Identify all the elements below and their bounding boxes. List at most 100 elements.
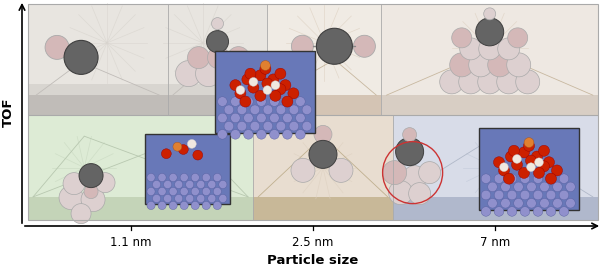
Circle shape	[245, 68, 256, 79]
Circle shape	[507, 207, 517, 216]
Circle shape	[314, 125, 332, 143]
Circle shape	[282, 113, 292, 123]
Circle shape	[553, 182, 562, 192]
Circle shape	[566, 182, 576, 192]
Circle shape	[403, 128, 417, 142]
Circle shape	[211, 18, 223, 30]
Circle shape	[164, 180, 172, 188]
Circle shape	[418, 162, 441, 184]
Circle shape	[213, 187, 222, 196]
Circle shape	[507, 28, 528, 48]
Circle shape	[152, 180, 161, 188]
Circle shape	[240, 96, 251, 107]
Circle shape	[224, 121, 234, 131]
Circle shape	[512, 159, 523, 170]
Circle shape	[208, 180, 216, 188]
Circle shape	[213, 173, 222, 182]
Circle shape	[494, 207, 504, 216]
Circle shape	[164, 194, 172, 202]
Circle shape	[566, 199, 576, 208]
Circle shape	[282, 96, 293, 107]
Circle shape	[535, 158, 544, 167]
Circle shape	[296, 130, 305, 139]
Circle shape	[248, 82, 259, 93]
Circle shape	[533, 167, 544, 178]
Circle shape	[383, 161, 406, 185]
Bar	[253, 115, 393, 220]
Circle shape	[268, 74, 279, 85]
Bar	[28, 4, 267, 84]
Circle shape	[188, 47, 209, 69]
Circle shape	[513, 155, 521, 163]
Circle shape	[270, 90, 281, 101]
Circle shape	[169, 173, 177, 182]
Circle shape	[452, 28, 472, 48]
Circle shape	[270, 113, 279, 123]
Circle shape	[479, 38, 501, 60]
Circle shape	[64, 40, 98, 74]
Circle shape	[540, 139, 566, 165]
Circle shape	[501, 182, 510, 192]
Circle shape	[236, 86, 245, 95]
Circle shape	[59, 186, 83, 210]
Circle shape	[175, 180, 183, 188]
Circle shape	[546, 129, 560, 143]
Circle shape	[403, 166, 427, 190]
Circle shape	[481, 190, 491, 200]
Circle shape	[527, 199, 536, 208]
Circle shape	[270, 130, 279, 139]
Circle shape	[291, 35, 314, 57]
Circle shape	[494, 174, 504, 183]
Bar	[28, 197, 253, 220]
Circle shape	[237, 105, 247, 115]
Circle shape	[507, 190, 517, 200]
Circle shape	[518, 147, 530, 158]
Text: 1.1 nm: 1.1 nm	[110, 236, 151, 249]
Circle shape	[514, 182, 523, 192]
Bar	[28, 95, 267, 115]
Bar	[393, 197, 598, 220]
Circle shape	[559, 174, 569, 183]
Circle shape	[551, 165, 562, 176]
Circle shape	[509, 145, 520, 156]
Circle shape	[526, 155, 536, 166]
Circle shape	[520, 190, 530, 200]
Circle shape	[202, 187, 210, 196]
Circle shape	[261, 60, 270, 70]
Bar	[479, 128, 579, 210]
Circle shape	[289, 105, 299, 115]
Circle shape	[63, 173, 85, 195]
Bar	[28, 4, 598, 220]
Circle shape	[533, 174, 543, 183]
Circle shape	[250, 105, 259, 115]
Circle shape	[208, 194, 216, 202]
Circle shape	[202, 173, 210, 182]
Bar	[28, 4, 267, 115]
Circle shape	[213, 201, 222, 210]
Circle shape	[276, 121, 286, 131]
Circle shape	[180, 187, 188, 196]
Circle shape	[483, 8, 495, 20]
Circle shape	[539, 182, 549, 192]
Circle shape	[175, 194, 183, 202]
Circle shape	[546, 174, 556, 183]
Circle shape	[507, 53, 531, 77]
Circle shape	[231, 113, 240, 123]
Circle shape	[481, 174, 491, 183]
Circle shape	[158, 173, 166, 182]
Circle shape	[302, 105, 312, 115]
Circle shape	[546, 207, 556, 216]
Circle shape	[79, 164, 103, 188]
Bar	[393, 115, 598, 220]
Circle shape	[228, 47, 249, 69]
Circle shape	[533, 190, 543, 200]
Circle shape	[173, 142, 182, 151]
Circle shape	[263, 86, 272, 95]
Circle shape	[439, 70, 464, 94]
Circle shape	[191, 187, 199, 196]
Circle shape	[524, 140, 535, 151]
Circle shape	[460, 38, 482, 60]
Circle shape	[500, 163, 508, 172]
Circle shape	[309, 140, 337, 168]
Circle shape	[538, 161, 550, 172]
